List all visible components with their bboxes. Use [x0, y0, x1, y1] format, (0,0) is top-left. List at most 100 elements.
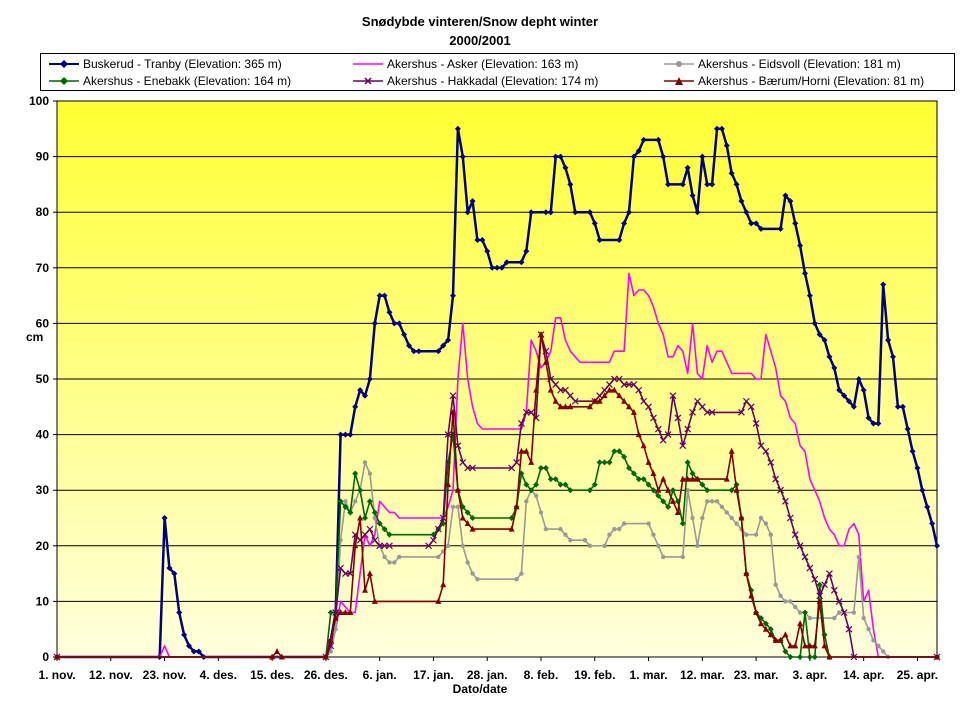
data-point — [709, 181, 716, 188]
data-point — [724, 510, 729, 515]
data-point — [665, 486, 672, 493]
data-point — [337, 609, 344, 616]
data-point — [450, 408, 456, 415]
data-point — [709, 499, 715, 504]
data-point — [372, 515, 377, 521]
data-point — [832, 615, 837, 621]
data-point — [816, 331, 823, 338]
data-point — [674, 414, 682, 422]
data-point — [909, 448, 916, 455]
data-point — [743, 209, 750, 216]
data-point — [274, 647, 280, 654]
data-point — [469, 464, 476, 472]
data-point — [342, 503, 349, 510]
data-point — [518, 447, 525, 454]
data-point — [475, 576, 480, 582]
legend-marker-tranby — [49, 60, 79, 68]
data-point — [830, 586, 838, 594]
data-point — [856, 554, 861, 560]
data-point — [523, 248, 530, 255]
data-point — [801, 553, 809, 561]
data-point — [392, 560, 397, 565]
data-point — [684, 475, 691, 482]
data-point — [807, 615, 813, 621]
data-point — [327, 642, 335, 650]
data-point — [513, 503, 520, 510]
data-point — [821, 337, 828, 344]
data-point — [332, 609, 339, 616]
series-lines — [53, 125, 941, 661]
data-point — [386, 309, 393, 316]
data-point — [596, 459, 603, 466]
data-point — [371, 509, 378, 516]
data-point — [635, 476, 642, 483]
x-tick-label: 6. jan. — [363, 668, 397, 682]
data-point — [793, 604, 798, 610]
data-point — [566, 392, 574, 400]
data-point — [650, 470, 657, 477]
data-point — [885, 654, 891, 660]
data-point — [342, 570, 349, 578]
data-point — [674, 508, 681, 515]
data-point — [538, 510, 544, 515]
data-point — [704, 487, 711, 494]
data-point — [371, 597, 378, 604]
data-point — [601, 459, 608, 466]
data-point — [523, 447, 530, 454]
data-point — [826, 353, 833, 360]
data-point — [659, 436, 667, 444]
data-point — [806, 564, 814, 572]
data-point — [621, 453, 628, 460]
data-point — [616, 237, 623, 243]
data-point — [377, 543, 382, 548]
data-point — [728, 487, 735, 494]
data-point — [357, 488, 363, 493]
data-point — [533, 386, 540, 393]
y-tick-label: 10 — [36, 594, 50, 608]
data-point — [890, 353, 896, 360]
data-point — [527, 408, 535, 416]
data-point — [689, 475, 696, 482]
data-point — [728, 170, 735, 177]
data-point — [831, 364, 838, 371]
data-point — [796, 542, 804, 550]
data-point — [840, 609, 848, 616]
data-point — [362, 515, 368, 521]
data-point — [835, 597, 843, 605]
data-point — [753, 220, 760, 227]
data-point — [777, 486, 784, 494]
data-point — [635, 148, 642, 155]
data-point — [459, 458, 467, 466]
data-point — [821, 642, 828, 649]
data-point — [278, 653, 285, 660]
data-point — [200, 654, 207, 660]
data-point — [782, 648, 789, 655]
data-point — [665, 181, 672, 188]
x-tick-label: 14. apr. — [843, 668, 884, 682]
data-point — [371, 536, 379, 544]
data-point — [391, 320, 398, 327]
data-point — [357, 514, 364, 521]
legend-item-tranby: Buskerud - Tranby (Elevation: 365 m) — [49, 55, 282, 73]
series-1 — [57, 272, 937, 658]
data-point — [806, 292, 813, 299]
data-point — [714, 125, 720, 132]
data-point — [591, 481, 598, 488]
data-point — [367, 471, 373, 476]
data-point — [684, 164, 691, 171]
data-point — [508, 515, 515, 521]
data-point — [626, 464, 632, 471]
data-point — [489, 264, 496, 271]
data-point — [738, 408, 745, 416]
data-point — [528, 209, 535, 216]
data-point — [806, 654, 813, 660]
data-point — [729, 515, 734, 521]
data-point — [543, 526, 549, 532]
data-point — [430, 536, 437, 544]
data-point — [679, 181, 686, 188]
legend-marker-hakkadal — [353, 77, 383, 85]
data-point — [714, 499, 720, 504]
data-point — [904, 426, 911, 433]
data-point — [352, 470, 359, 477]
data-point — [186, 642, 192, 649]
